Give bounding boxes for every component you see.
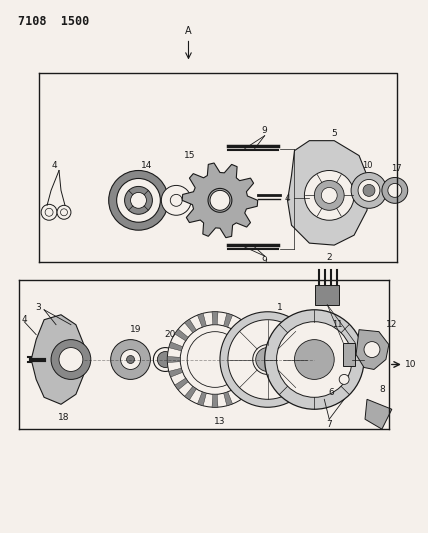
Circle shape (210, 190, 230, 211)
Circle shape (41, 204, 57, 220)
Circle shape (276, 322, 352, 397)
Circle shape (304, 171, 354, 220)
Text: 19: 19 (130, 325, 141, 334)
Circle shape (51, 340, 91, 379)
Polygon shape (234, 319, 245, 333)
Polygon shape (184, 319, 196, 333)
Polygon shape (197, 313, 206, 327)
Circle shape (351, 173, 387, 208)
Circle shape (158, 352, 173, 367)
Circle shape (125, 187, 152, 214)
Circle shape (161, 185, 191, 215)
Circle shape (131, 192, 146, 208)
Polygon shape (182, 163, 258, 238)
Text: 7108  1500: 7108 1500 (18, 14, 89, 28)
Polygon shape (356, 330, 389, 369)
Polygon shape (288, 141, 369, 245)
Polygon shape (250, 357, 263, 362)
Text: 6: 6 (328, 388, 334, 397)
Polygon shape (175, 378, 188, 390)
Text: 9: 9 (262, 255, 268, 264)
Polygon shape (175, 329, 188, 341)
Polygon shape (224, 313, 232, 327)
Circle shape (153, 348, 177, 372)
Circle shape (111, 340, 150, 379)
Text: 4: 4 (285, 194, 290, 203)
Circle shape (59, 348, 83, 372)
Circle shape (180, 325, 250, 394)
Text: 1: 1 (276, 303, 282, 312)
Circle shape (253, 345, 282, 375)
Circle shape (364, 342, 380, 358)
Circle shape (321, 188, 337, 203)
Circle shape (294, 340, 334, 379)
Polygon shape (212, 312, 218, 325)
Polygon shape (167, 357, 180, 362)
Polygon shape (234, 386, 245, 400)
Polygon shape (169, 342, 183, 351)
Bar (315, 285, 339, 305)
Circle shape (179, 356, 187, 364)
Polygon shape (169, 368, 183, 377)
Polygon shape (212, 394, 218, 407)
Text: 15: 15 (184, 151, 196, 160)
Circle shape (339, 375, 349, 384)
Bar (343, 343, 355, 367)
Circle shape (265, 310, 364, 409)
Text: 4: 4 (51, 161, 57, 170)
Polygon shape (247, 342, 261, 351)
Text: 4: 4 (21, 315, 27, 324)
Text: A: A (185, 26, 192, 36)
Polygon shape (31, 315, 84, 404)
Polygon shape (197, 392, 206, 406)
Circle shape (382, 177, 408, 203)
Circle shape (60, 209, 68, 216)
Circle shape (121, 350, 140, 369)
Text: 9: 9 (262, 126, 268, 135)
Text: 3: 3 (35, 303, 41, 312)
Circle shape (314, 181, 344, 211)
Circle shape (220, 312, 315, 407)
Circle shape (170, 195, 182, 206)
Text: 20: 20 (165, 330, 176, 339)
Text: 13: 13 (214, 417, 226, 426)
Text: 11: 11 (332, 320, 342, 329)
Circle shape (127, 356, 134, 364)
Text: 10: 10 (405, 360, 416, 369)
Text: 14: 14 (141, 161, 152, 170)
Text: 5: 5 (331, 129, 337, 138)
Circle shape (187, 332, 243, 387)
Polygon shape (224, 392, 232, 406)
Circle shape (228, 320, 307, 399)
Circle shape (117, 179, 160, 222)
Text: 18: 18 (58, 413, 70, 422)
Polygon shape (247, 368, 261, 377)
Polygon shape (184, 386, 196, 400)
Text: 12: 12 (386, 320, 398, 329)
Circle shape (256, 348, 279, 372)
Text: 7: 7 (327, 419, 332, 429)
Circle shape (109, 171, 168, 230)
Circle shape (358, 180, 380, 201)
Polygon shape (242, 329, 255, 341)
Circle shape (208, 188, 232, 212)
Text: 8: 8 (379, 385, 385, 394)
Text: 17: 17 (392, 164, 402, 173)
Circle shape (45, 208, 53, 216)
Text: 2: 2 (327, 253, 332, 262)
Text: 10: 10 (362, 161, 372, 170)
Circle shape (167, 312, 263, 407)
Circle shape (57, 205, 71, 219)
Circle shape (388, 183, 402, 197)
Circle shape (363, 184, 375, 196)
Polygon shape (242, 378, 255, 390)
Polygon shape (365, 399, 392, 429)
